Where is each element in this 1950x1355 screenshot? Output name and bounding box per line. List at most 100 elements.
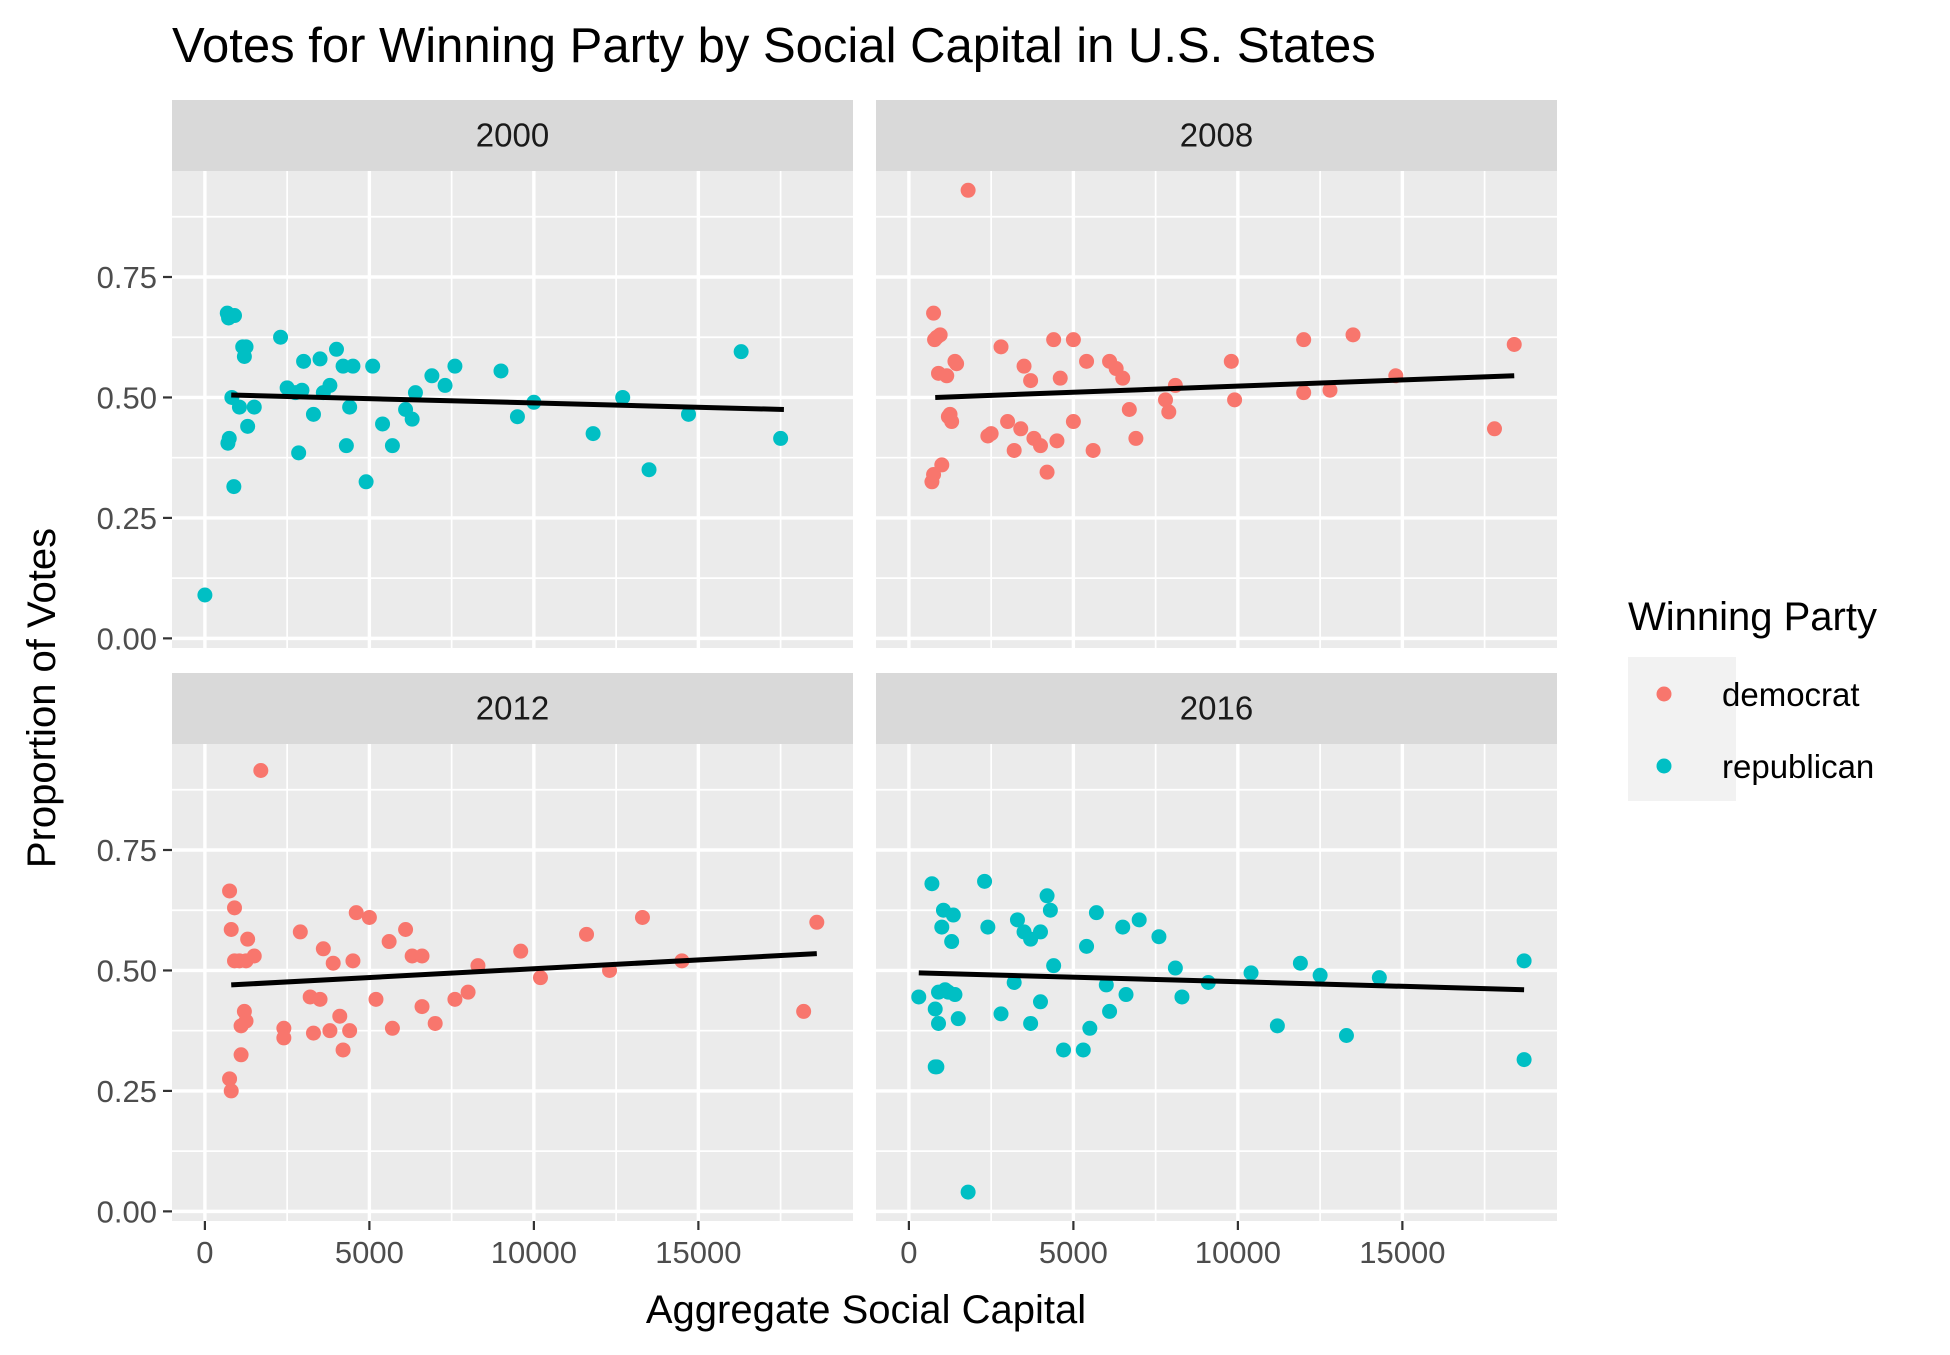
data-point-democrat [634, 909, 650, 925]
data-point-republican [246, 399, 262, 415]
data-point-democrat [414, 948, 430, 964]
data-point-republican [931, 1015, 947, 1031]
y-tick-label: 0.00 [97, 1194, 157, 1229]
data-point-republican [1118, 987, 1134, 1003]
data-point-republican [509, 409, 525, 425]
y-tick-label: 0.50 [97, 953, 157, 988]
data-point-democrat [926, 305, 942, 321]
data-point-republican [1088, 905, 1104, 921]
data-point-democrat [227, 900, 243, 916]
data-point-democrat [253, 763, 269, 778]
data-point-democrat [1016, 358, 1032, 374]
data-point-democrat [1000, 414, 1016, 430]
data-point-republican [291, 445, 307, 461]
data-point-democrat [579, 926, 595, 942]
data-point-democrat [322, 1023, 338, 1039]
data-point-republican [447, 358, 463, 374]
data-point-democrat [1161, 404, 1177, 420]
data-point-republican [960, 1184, 976, 1200]
x-tick-label: 15000 [655, 1235, 741, 1270]
data-point-republican [1312, 967, 1328, 983]
data-point-republican [1032, 994, 1048, 1010]
panels-layer: 2000 0.00 0.25 0.50 0.75 2008 2012 0.00 0.25 0.50… [97, 100, 1557, 1270]
data-point-democrat [1506, 336, 1522, 352]
data-point-democrat [1065, 332, 1081, 348]
data-point-republican [296, 353, 312, 369]
y-tick-label: 0.75 [97, 833, 157, 868]
data-point-democrat [513, 943, 529, 959]
data-point-democrat [460, 984, 476, 1000]
data-point-republican [993, 1006, 1009, 1022]
data-point-republican [1131, 912, 1147, 928]
data-point-democrat [312, 991, 328, 1007]
y-axis-title: Proportion of Votes [20, 528, 64, 868]
data-point-democrat [1032, 438, 1048, 454]
data-point-republican [1079, 938, 1095, 954]
data-point-republican [980, 919, 996, 935]
data-point-republican [1056, 1042, 1072, 1058]
panel-strip [876, 100, 1557, 171]
data-point-democrat [1085, 442, 1101, 458]
data-point-democrat [361, 909, 377, 925]
data-point-democrat [238, 1013, 254, 1029]
legend-key-republican [1656, 758, 1672, 774]
data-point-republican [1006, 975, 1022, 990]
data-point-democrat [447, 991, 463, 1007]
data-point-republican [945, 907, 961, 923]
data-point-republican [342, 399, 358, 415]
data-point-republican [358, 474, 374, 490]
x-tick-label: 5000 [1039, 1235, 1108, 1270]
y-tick-label: 0.25 [97, 501, 157, 536]
data-point-republican [1338, 1028, 1354, 1043]
data-point-republican [437, 377, 453, 393]
data-point-republican [227, 308, 243, 324]
data-point-democrat [305, 1025, 321, 1041]
data-point-democrat [809, 914, 825, 930]
data-point-democrat [796, 1003, 812, 1019]
panel-2016: 2016 0 5000 10000 15000 [876, 673, 1557, 1270]
data-point-democrat [949, 356, 965, 372]
data-point-democrat [342, 1023, 358, 1039]
data-point-republican [1032, 924, 1048, 940]
data-point-democrat [348, 905, 364, 921]
data-point-democrat [1227, 392, 1243, 408]
data-point-republican [365, 358, 381, 374]
data-point-republican [1516, 1052, 1532, 1068]
data-point-republican [328, 341, 344, 357]
data-point-republican [773, 430, 789, 446]
data-point-democrat [292, 924, 308, 940]
data-point-republican [1075, 1042, 1091, 1058]
data-point-democrat [1046, 332, 1062, 348]
panel-strip [876, 673, 1557, 744]
data-point-republican [345, 358, 361, 374]
trend-line [231, 392, 784, 412]
data-point-republican [1042, 902, 1058, 918]
data-point-democrat [1065, 414, 1081, 430]
y-tick-label: 0.00 [97, 621, 157, 656]
data-point-democrat [414, 999, 430, 1015]
data-point-republican [197, 587, 213, 603]
data-point-republican [404, 411, 420, 427]
data-point-republican [1039, 888, 1055, 904]
data-point-republican [407, 385, 423, 401]
data-point-republican [1098, 977, 1114, 993]
data-point-republican [312, 351, 328, 367]
panel-strip-label: 2012 [476, 690, 549, 727]
panel-2008: 2008 [876, 100, 1557, 648]
data-point-democrat [1128, 430, 1144, 446]
data-point-democrat [1486, 421, 1502, 437]
data-point-republican [924, 876, 940, 892]
data-point-republican [1243, 965, 1259, 981]
data-point-republican [950, 1011, 966, 1027]
data-point-republican [338, 438, 354, 454]
data-point-republican [1167, 960, 1183, 976]
legend: Winning Party democrat republican [1628, 595, 1877, 801]
data-point-republican [493, 363, 509, 379]
trend-line [918, 970, 1525, 993]
panel-strip [172, 100, 853, 171]
data-point-republican [1009, 912, 1025, 928]
data-point-democrat [325, 955, 341, 971]
data-point-republican [1046, 958, 1062, 974]
data-point-republican [929, 1059, 945, 1075]
